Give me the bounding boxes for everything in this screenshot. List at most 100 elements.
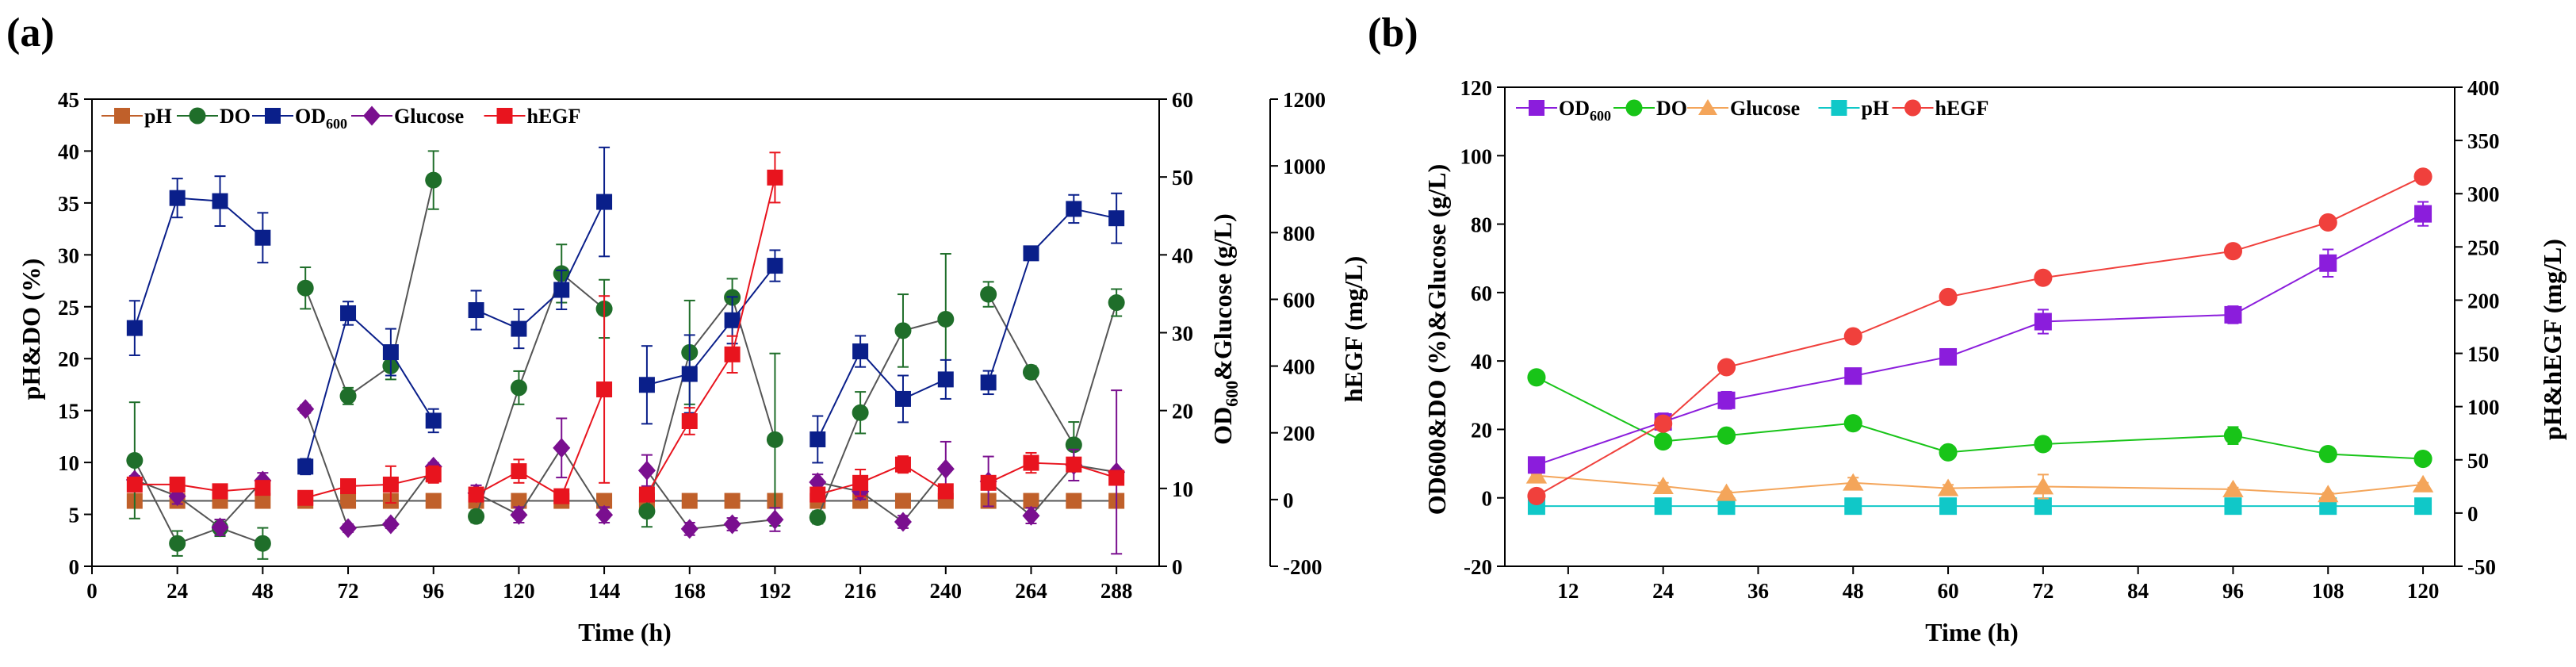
panel-a-series-hegf [126, 151, 1125, 506]
panel-a-legend: pH DO OD600 Glucose hEGF [101, 105, 580, 132]
legend-marker [1831, 100, 1847, 116]
series-line [476, 201, 605, 330]
y2-tick-label: 60 [1172, 88, 1193, 112]
y3-tick-label: 1200 [1283, 88, 1326, 112]
data-point [382, 476, 399, 493]
data-point [681, 412, 698, 429]
panel-b-x-title: Time (h) [1925, 618, 2019, 646]
data-point [255, 229, 271, 246]
x-tick-label: 192 [759, 579, 791, 603]
legend-item-glucose: Glucose [351, 105, 464, 128]
data-point [980, 286, 997, 303]
series-line [476, 389, 606, 498]
series-line [1536, 175, 2424, 497]
series-line [134, 479, 264, 529]
data-point [1023, 454, 1039, 471]
data-point [553, 282, 570, 298]
data-point [2318, 213, 2337, 232]
x-tick-label: 288 [1100, 579, 1133, 603]
y1-tick-label: 30 [58, 243, 79, 267]
data-point [126, 451, 144, 469]
legend-marker [363, 105, 381, 126]
x-tick-label: 96 [2222, 579, 2244, 603]
data-point [724, 493, 741, 509]
series-line [476, 446, 605, 516]
legend-label: Glucose [394, 105, 464, 128]
y1-tick-label: 60 [1471, 282, 1492, 305]
legend-item-do: DO [177, 105, 251, 128]
panel-b-series-hegf [1527, 167, 2432, 505]
data-point [1654, 431, 1673, 451]
data-point [1527, 456, 1545, 474]
data-point [681, 493, 698, 509]
data-point [169, 190, 186, 206]
data-point [852, 404, 869, 421]
data-point [638, 486, 655, 503]
x-tick-label: 36 [1747, 579, 1769, 603]
legend-label: OD600 [1559, 97, 1611, 124]
y2-tick-label: 0 [1172, 555, 1183, 579]
data-point [596, 194, 613, 210]
data-point [1939, 347, 1958, 366]
legend-marker [496, 108, 513, 124]
legend-label: Glucose [1730, 97, 1800, 120]
data-point [340, 305, 357, 321]
data-point [810, 486, 826, 503]
x-tick-label: 0 [86, 579, 98, 603]
data-point [1527, 368, 1546, 387]
panel-b-y2-axis: -50 0 50 100 150 200 250 300 350 400 [2455, 76, 2500, 579]
data-point [936, 458, 955, 479]
data-point [255, 493, 271, 509]
data-point [340, 493, 357, 509]
data-point [596, 381, 613, 398]
y3-tick-label: 600 [1283, 288, 1315, 312]
data-point [767, 169, 783, 186]
data-point [169, 476, 186, 493]
data-point [1843, 414, 1862, 433]
legend-item-od: OD600 [252, 105, 347, 132]
y2-tick-label: 150 [2467, 343, 2500, 366]
data-point [1843, 327, 1862, 346]
series-line [817, 318, 947, 518]
data-point [724, 312, 741, 328]
legend-item-ph: pH [1818, 97, 1889, 120]
legend-item-glucose: Glucose [1687, 97, 1800, 120]
data-point [382, 344, 399, 361]
data-point [2222, 479, 2244, 497]
panel-a-y1-axis: 0 5 10 15 20 25 30 35 40 45 [58, 88, 92, 579]
x-tick-label: 48 [1843, 579, 1864, 603]
legend-item-do: DO [1613, 97, 1687, 120]
x-tick-label: 240 [930, 579, 963, 603]
panel-a-x-axis: 0 24 48 72 96 120 144 168 192 216 240 264 288 [86, 566, 1132, 603]
data-point [1108, 294, 1125, 312]
data-point [425, 412, 442, 429]
series-line [304, 312, 434, 467]
y3-tick-label: 0 [1283, 489, 1294, 512]
y2-tick-label: 0 [2467, 502, 2478, 526]
legend-marker [114, 108, 130, 124]
y2-tick-label: 100 [2467, 396, 2500, 420]
panel-a-plot: 0 24 48 72 96 120 144 168 192 216 240 264 288 0 5 10 15 2… [58, 88, 1326, 603]
panel-b-y1-title: OD600&DO (%)&Glucose (g/L) [1422, 164, 1451, 516]
y2-tick-label: 300 [2467, 182, 2500, 206]
y1-tick-label: 10 [58, 451, 79, 475]
data-point [2034, 497, 2052, 516]
data-point [937, 310, 955, 328]
data-point [1716, 483, 1737, 501]
y2-tick-label: 10 [1172, 477, 1193, 501]
data-point [553, 438, 571, 458]
data-point [1937, 478, 1959, 496]
data-point [637, 460, 656, 481]
legend-item-hegf: hEGF [484, 105, 580, 128]
y3-tick-label: 400 [1283, 355, 1315, 379]
legend-marker [1625, 99, 1643, 117]
y3-tick-label: -200 [1283, 555, 1322, 579]
data-point [212, 193, 228, 209]
y1-tick-label: 40 [58, 140, 79, 163]
data-point [1717, 358, 1736, 377]
data-point [510, 504, 528, 525]
data-point [894, 512, 912, 532]
legend-marker [1698, 99, 1717, 115]
